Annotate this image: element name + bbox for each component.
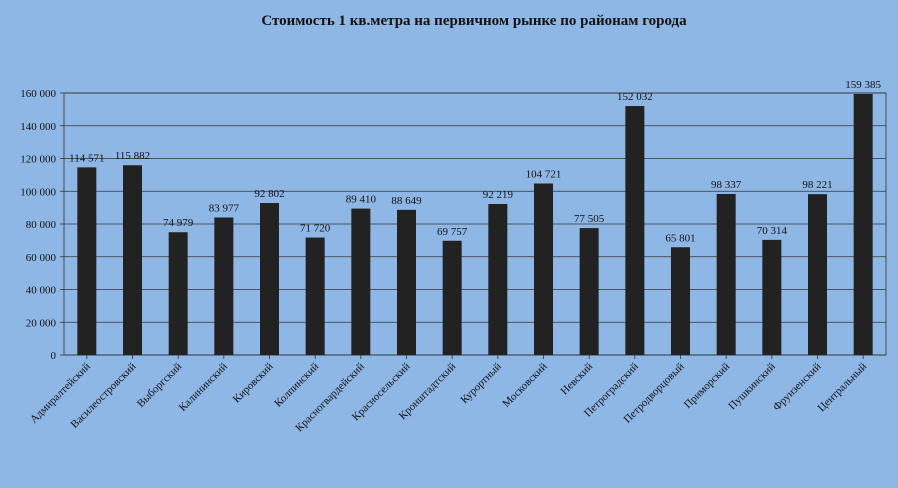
category-label: Центральный xyxy=(816,361,870,415)
y-tick-label: 100 000 xyxy=(20,186,56,198)
category-label: Колпинский xyxy=(272,361,321,410)
category-label: Курортный xyxy=(458,361,504,407)
bars xyxy=(77,94,873,355)
data-labels: 114 571 115 882 74 979 83 977 92 802 71 720 89… xyxy=(69,79,881,244)
bar xyxy=(123,165,142,355)
data-label: 70 314 xyxy=(757,225,788,237)
data-label: 88 649 xyxy=(391,195,422,207)
data-label: 71 720 xyxy=(300,223,331,235)
bar xyxy=(442,240,462,355)
y-tick-label: 40 000 xyxy=(26,285,57,297)
bar xyxy=(534,183,553,355)
bar xyxy=(625,106,645,355)
data-label: 98 221 xyxy=(802,179,832,191)
data-label: 115 882 xyxy=(115,150,150,162)
category-label: Невский xyxy=(559,361,596,398)
data-label: 114 571 xyxy=(69,152,104,164)
bar xyxy=(853,94,873,355)
grid-lines xyxy=(63,92,887,356)
data-label: 77 505 xyxy=(574,213,605,225)
category-label: Приморский xyxy=(682,361,732,411)
data-label: 69 757 xyxy=(437,226,468,238)
y-tick-label: 80 000 xyxy=(26,219,57,231)
bar xyxy=(579,228,599,355)
data-label: 98 337 xyxy=(711,179,742,191)
chart-title: Стоимость 1 кв.метра на первичном рынке … xyxy=(261,13,687,29)
y-tick-label: 60 000 xyxy=(26,252,57,264)
bar xyxy=(214,217,234,355)
bar xyxy=(762,239,782,355)
bar xyxy=(351,208,371,355)
category-label: Кировский xyxy=(231,361,276,406)
data-label: 92 219 xyxy=(483,189,514,201)
bar xyxy=(168,232,188,355)
y-tick-label: 160 000 xyxy=(20,88,56,100)
data-label: 89 410 xyxy=(346,194,377,206)
data-label: 104 721 xyxy=(526,169,562,181)
x-axis: АдмиралтейскийВасилеостровскийВыборгский… xyxy=(28,355,869,434)
bar xyxy=(305,237,325,355)
y-tick-label: 0 xyxy=(51,350,57,362)
bar xyxy=(671,247,690,355)
bar xyxy=(397,209,416,355)
data-label: 92 802 xyxy=(254,188,284,200)
category-label: Выборгский xyxy=(135,361,184,410)
bar xyxy=(716,193,736,355)
category-label: Московский xyxy=(500,361,549,410)
y-tick-label: 140 000 xyxy=(20,121,56,133)
y-tick-label: 120 000 xyxy=(20,154,56,166)
bar xyxy=(488,203,508,355)
bar xyxy=(260,203,279,355)
bar xyxy=(77,167,97,355)
data-label: 65 801 xyxy=(665,232,695,244)
data-label: 159 385 xyxy=(845,79,881,91)
data-label: 152 032 xyxy=(617,91,653,103)
data-label: 74 979 xyxy=(163,217,194,229)
y-axis: 0 20 000 40 000 60 000 80 000 100 000 120 000 1… xyxy=(20,88,64,362)
data-label: 83 977 xyxy=(209,202,240,214)
category-label: Калининский xyxy=(177,361,230,414)
y-tick-label: 20 000 xyxy=(26,317,57,329)
bar xyxy=(808,194,827,355)
